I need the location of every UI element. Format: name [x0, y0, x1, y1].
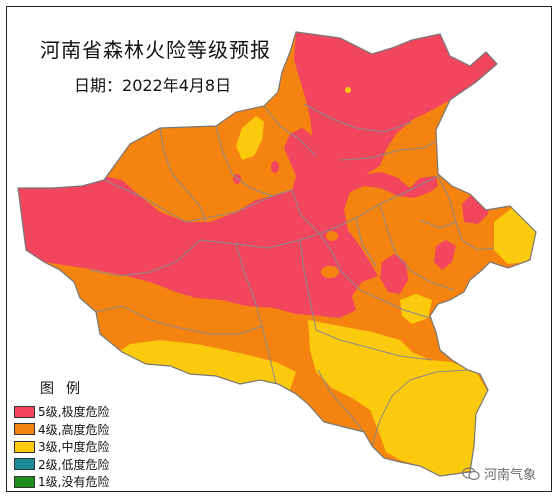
legend-swatch-level-1	[14, 475, 35, 488]
zone-level-5-center-small	[380, 254, 408, 294]
municipal-boundaries	[89, 103, 495, 447]
zone-level-3-southwest	[112, 340, 296, 392]
legend-swatch-level-4	[14, 423, 35, 436]
legend-item-level-3: 3级,中度危险	[14, 438, 154, 456]
zone-level-3-dot	[345, 87, 351, 93]
legend-swatch-level-2	[14, 458, 35, 471]
map-title: 河南省森林火险等级预报	[40, 38, 271, 62]
legend-swatch-level-3	[14, 440, 35, 453]
legend-title: 图例	[40, 381, 92, 397]
zone-level-3-southeast	[308, 320, 488, 476]
legend-label-level-4: 4级,高度危险	[38, 422, 110, 437]
zone-level-5-north	[294, 32, 497, 174]
date-label: 日期：	[74, 76, 123, 95]
forecast-date: 日期：2022年4月8日	[74, 72, 231, 96]
zone-level-5-dot-b	[271, 161, 279, 173]
legend-item-level-5: 5级,极度危险	[14, 403, 154, 421]
legend-label-level-2: 2级,低度危险	[38, 457, 110, 472]
legend-item-level-4: 4级,高度危险	[14, 421, 154, 439]
legend-item-level-2: 2级,低度危险	[14, 456, 154, 474]
map-legend: 图例 5级,极度危险 4级,高度危险 3级,中度危险 2级,低度危险 1级,没有…	[14, 378, 154, 491]
watermark-text: 河南气象	[484, 468, 537, 483]
wechat-icon	[462, 466, 480, 480]
province-outline	[17, 31, 537, 477]
legend-swatch-level-5	[14, 405, 35, 418]
legend-label-level-3: 3级,中度危险	[38, 440, 110, 455]
watermark: 河南气象	[462, 464, 536, 483]
legend-label-level-5: 5级,极度危险	[38, 405, 110, 420]
legend-label-level-1: 1级,没有危险	[38, 475, 110, 490]
zone-level-4-pocket-b	[321, 266, 339, 278]
legend-item-level-1: 1级,没有危险	[14, 473, 154, 491]
zone-level-3-north	[236, 116, 264, 160]
zone-level-5-east-small	[434, 240, 456, 270]
zone-level-4-pocket-a	[326, 231, 338, 241]
date-value: 2022年4月8日	[122, 76, 232, 95]
